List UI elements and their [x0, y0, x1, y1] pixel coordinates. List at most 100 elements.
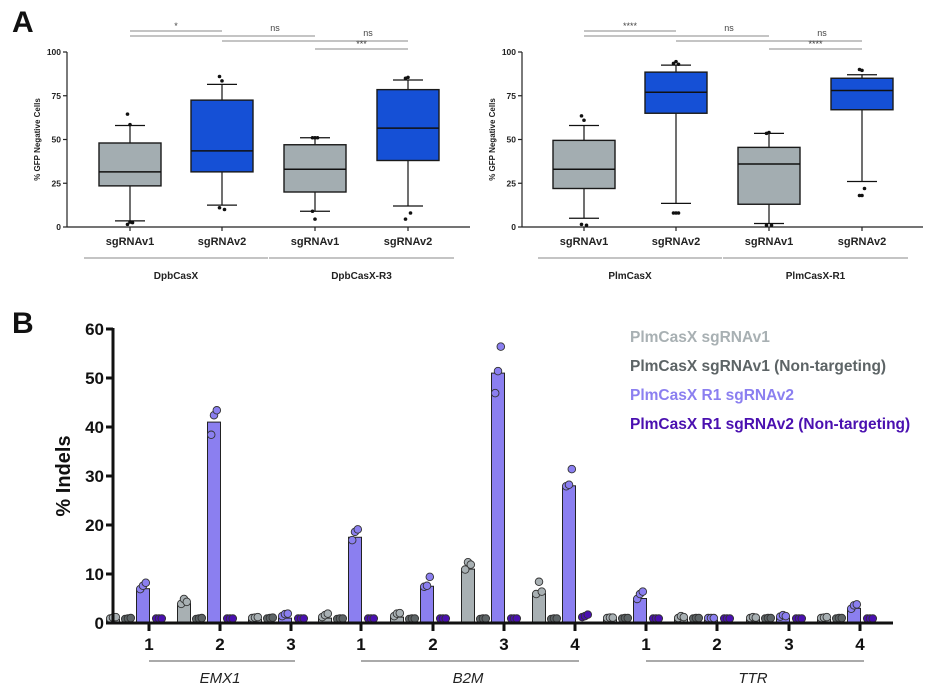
outlier-point — [671, 211, 676, 215]
data-point — [534, 577, 544, 587]
box-1: sgRNAv2 — [644, 59, 708, 248]
data-point — [552, 614, 562, 623]
significance-label: **** — [623, 21, 638, 31]
outlier-point — [315, 135, 320, 140]
data-point — [338, 614, 348, 623]
group-label: B2M — [453, 670, 484, 687]
box-iqr — [830, 77, 894, 111]
data-point — [797, 614, 807, 623]
x-tick-label: 2 — [712, 635, 721, 654]
y-tick-label: 50 — [52, 135, 62, 145]
group-label: PlmCasX-R1 — [786, 271, 846, 282]
significance-label: * — [174, 21, 178, 31]
data-point — [283, 609, 293, 618]
box-0: sgRNAv1 — [98, 112, 162, 248]
y-tick-label: 75 — [507, 91, 517, 101]
data-point — [369, 614, 379, 623]
outlier-point — [857, 193, 862, 198]
y-tick-label: 20 — [85, 516, 104, 535]
outlier-point — [408, 211, 413, 215]
x-tick-label: 3 — [286, 635, 295, 654]
data-point — [493, 366, 503, 376]
outlier-point — [671, 61, 676, 66]
data-point — [212, 406, 222, 415]
data-point — [822, 612, 832, 622]
data-point — [441, 614, 451, 623]
data-point — [837, 613, 847, 623]
data-point — [353, 525, 363, 534]
box-iqr — [376, 88, 440, 162]
data-point — [323, 609, 333, 618]
series-2 — [135, 342, 862, 624]
data-point — [654, 614, 664, 623]
x-tick-label: sgRNAv1 — [560, 236, 609, 248]
boxplot-plmcasx: 0 25 50 75 100 % GFP Negative Cells sgRNAv1 sgR… — [488, 21, 923, 282]
data-point — [466, 560, 476, 569]
data-point — [567, 464, 577, 474]
data-point — [157, 614, 167, 623]
panel-a-label: A — [12, 6, 34, 39]
data-point — [410, 614, 420, 623]
outlier-point — [862, 186, 867, 191]
data-point — [268, 613, 278, 622]
x-tick-label: sgRNAv2 — [384, 236, 433, 248]
legend-entry: PlmCasX R1 sgRNAv2 (Non-targeting) — [630, 416, 910, 433]
outlier-point — [222, 207, 227, 212]
significance-label: ns — [270, 23, 280, 33]
data-point — [537, 587, 547, 596]
group-label: TTR — [738, 670, 767, 687]
box-2: sgRNAv1 — [737, 130, 801, 248]
outlier-point — [220, 79, 224, 83]
outlier-point — [676, 211, 681, 215]
outlier-point — [125, 222, 130, 227]
data-point — [709, 613, 719, 623]
data-point — [496, 342, 506, 351]
y-tick-label: 25 — [507, 178, 517, 188]
outlier-point — [406, 75, 410, 80]
data-point — [781, 611, 791, 621]
box-iqr — [190, 99, 254, 173]
data-point — [583, 610, 593, 619]
outlier-point — [584, 223, 589, 228]
significance-label: ns — [724, 23, 734, 33]
data-point — [182, 597, 192, 607]
data-point — [679, 612, 689, 622]
legend-entry: PlmCasX sgRNAv1 (Non-targeting) — [630, 358, 886, 375]
box-iqr — [283, 144, 347, 193]
bar — [348, 536, 362, 624]
data-point — [623, 613, 633, 623]
group-label: DpbCasX-R3 — [331, 271, 392, 282]
outlier-point — [128, 220, 132, 224]
data-point — [868, 614, 878, 623]
data-point — [638, 587, 648, 596]
significance-label: **** — [808, 39, 823, 49]
x-tick-label: sgRNAv1 — [291, 236, 340, 248]
x-tick-label: 4 — [855, 635, 865, 654]
outlier-point — [217, 74, 222, 79]
legend-entry: PlmCasX R1 sgRNAv2 — [630, 387, 794, 404]
outlier-point — [313, 217, 317, 221]
data-point — [126, 613, 136, 623]
y-tick-label: 40 — [85, 418, 104, 437]
significance-label: ns — [817, 28, 827, 38]
y-tick-label: 0 — [511, 222, 516, 232]
data-point — [206, 430, 216, 440]
box-0: sgRNAv1 — [552, 114, 616, 248]
outlier-point — [767, 130, 771, 135]
outlier-point — [582, 118, 586, 123]
outlier-point — [128, 122, 132, 127]
outlier-point — [125, 112, 130, 116]
legend-entry: PlmCasX sgRNAv1 — [630, 329, 770, 346]
group-label: DpbCasX — [154, 271, 199, 282]
y-tick-label: 75 — [52, 91, 62, 101]
series-3 — [151, 610, 878, 623]
data-point — [228, 614, 238, 623]
bar — [420, 585, 434, 624]
outlier-point — [403, 217, 408, 221]
y-tick-label: 50 — [507, 135, 517, 145]
data-point — [460, 565, 470, 574]
group-label: EMX1 — [200, 670, 241, 687]
x-tick-label: sgRNAv1 — [745, 236, 794, 248]
x-tick-label: 1 — [144, 635, 153, 654]
x-tick-label: 2 — [428, 635, 437, 654]
